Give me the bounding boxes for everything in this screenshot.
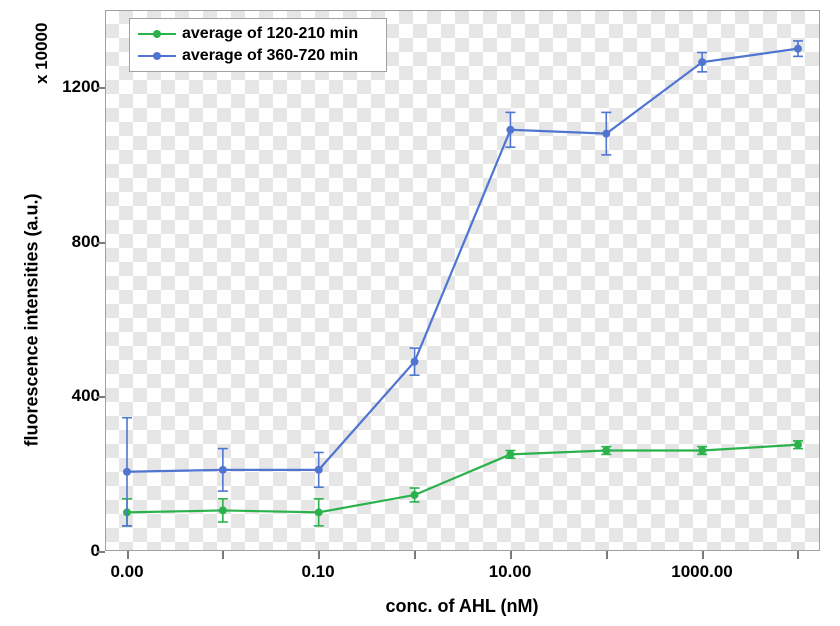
legend-label: average of 360-720 min bbox=[182, 47, 358, 65]
chart-root: x 10000 fluorescence intensities (a.u.) … bbox=[0, 0, 840, 626]
legend-marker bbox=[138, 49, 176, 63]
legend-label: average of 120-210 min bbox=[182, 25, 358, 43]
plot-svg bbox=[0, 0, 840, 626]
legend-marker bbox=[138, 27, 176, 41]
legend-item: average of 360-720 min bbox=[138, 45, 378, 67]
legend-item: average of 120-210 min bbox=[138, 23, 378, 45]
legend: average of 120-210 min average of 360-72… bbox=[129, 18, 387, 72]
